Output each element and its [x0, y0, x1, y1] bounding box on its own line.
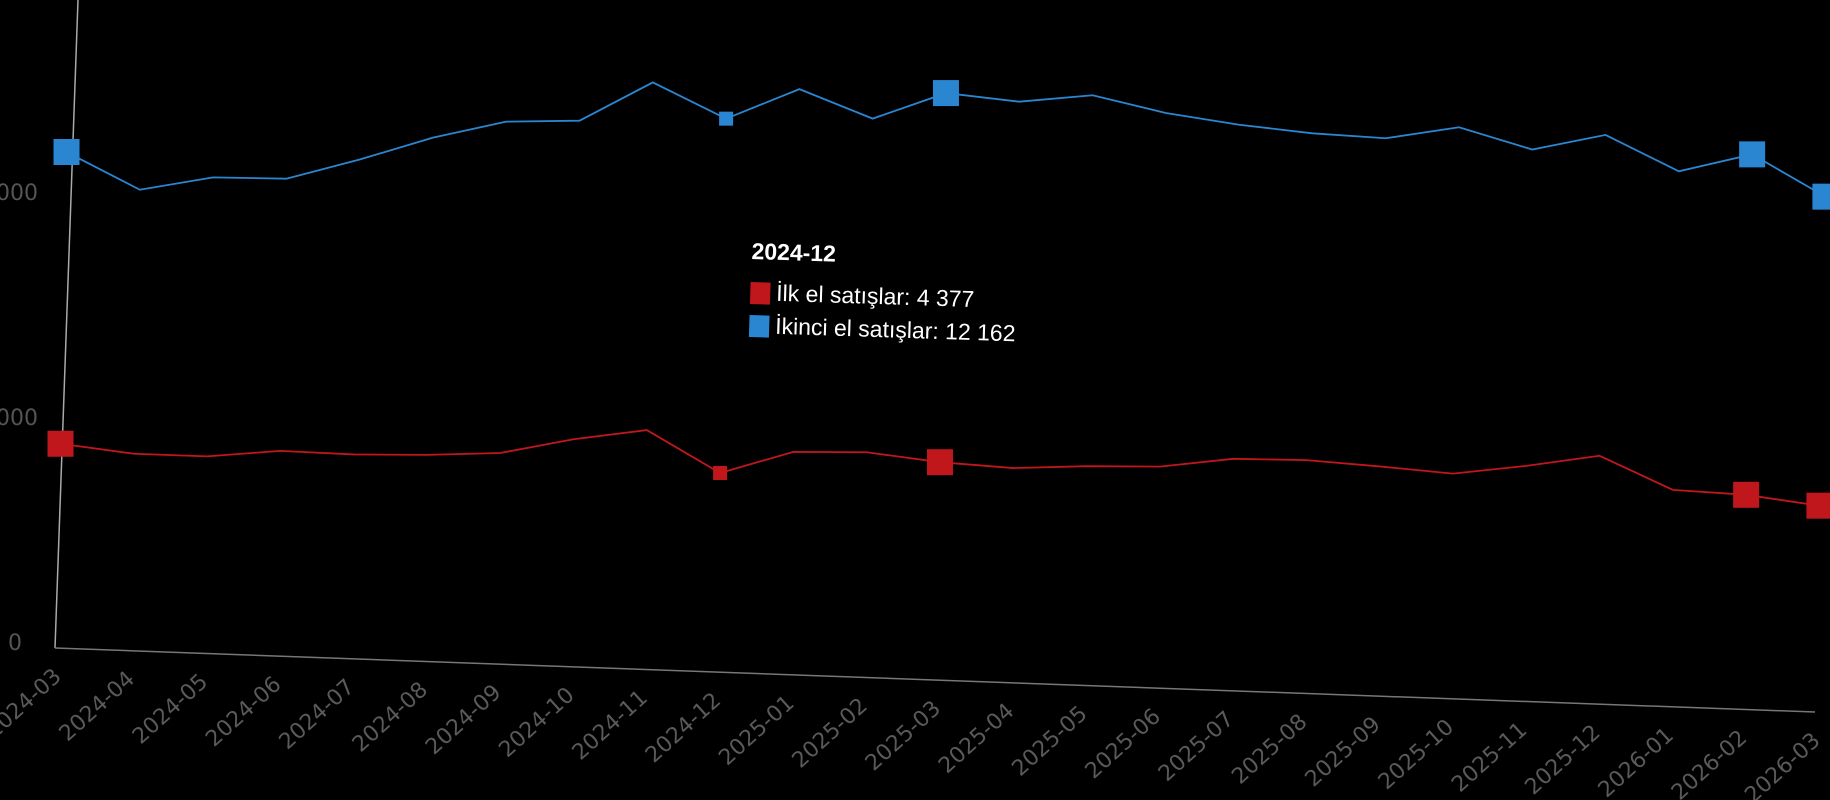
x-tick-label: 2025-06: [1081, 704, 1166, 784]
x-tick-label: 2025-10: [1374, 715, 1459, 795]
x-tick-label: 2024-12: [641, 688, 726, 768]
x-tick-label: 2025-02: [788, 693, 873, 773]
data-point-marker: [1739, 141, 1766, 168]
x-tick-label: 2025-05: [1008, 701, 1093, 781]
data-point-marker: [1806, 492, 1830, 519]
x-tick-label: 2024-06: [201, 672, 286, 752]
y-axis-line: [54, 0, 79, 649]
x-tick-label: 2025-04: [934, 699, 1019, 779]
legend-swatch-red: [749, 281, 771, 305]
x-tick-label: 2025-11: [1447, 717, 1532, 797]
x-tick-label: 2025-12: [1521, 720, 1606, 800]
x-tick-label: 2024-04: [55, 667, 140, 747]
tooltip: 2024-12 İlk el satışlar: 4 377 İkinci el…: [748, 238, 1019, 353]
tooltip-row-first-hand: İlk el satışlar: 4 377: [749, 279, 1017, 314]
x-axis-line: [54, 647, 1816, 713]
x-tick-label: 2026-02: [1667, 726, 1752, 800]
tooltip-label: İlk el satışlar: 4 377: [775, 279, 975, 313]
y-tick-label: 5 000: [0, 406, 38, 431]
x-tick-label: 2025-01: [714, 691, 799, 771]
x-tick-label: 2024-07: [275, 675, 360, 755]
data-point-marker: [1812, 183, 1830, 210]
legend-swatch-blue: [748, 314, 770, 338]
tooltip-row-second-hand: İkinci el satışlar: 12 162: [748, 312, 1016, 347]
data-point-marker: [1733, 481, 1760, 508]
data-point-marker: [719, 111, 734, 126]
x-tick-label: 2025-08: [1227, 709, 1312, 789]
x-tick-label: 2026-03: [1740, 728, 1825, 800]
x-tick-label: 2024-09: [421, 680, 506, 760]
x-tick-label: 2026-01: [1594, 723, 1679, 800]
x-tick-label: 2025-09: [1301, 712, 1386, 792]
x-tick-label: 2024-03: [0, 664, 67, 744]
y-tick-label: 10 000: [0, 181, 38, 206]
x-tick-label: 2024-11: [568, 685, 653, 765]
x-tick-label: 2025-07: [1154, 707, 1239, 787]
y-tick-label: 0: [8, 631, 22, 656]
x-tick-label: 2024-08: [348, 677, 433, 757]
data-point-marker: [932, 80, 959, 107]
x-tick-label: 2024-05: [128, 669, 213, 749]
data-point-marker: [53, 139, 80, 166]
data-point-marker: [47, 430, 74, 457]
data-point-marker: [926, 449, 953, 476]
x-tick-label: 2025-03: [861, 696, 946, 776]
tooltip-label: İkinci el satışlar: 12 162: [774, 312, 1016, 347]
data-point-marker: [713, 465, 728, 480]
x-tick-label: 2024-10: [495, 683, 580, 763]
